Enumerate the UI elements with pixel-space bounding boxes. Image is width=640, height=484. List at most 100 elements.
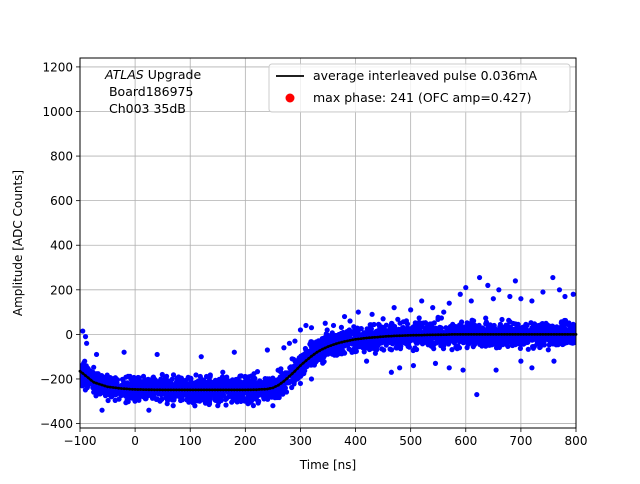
annotation-channel: Ch003 35dB <box>105 101 186 116</box>
x-axis-ticks: −100 0 100 200 300 400 500 600 700 800 <box>64 428 587 448</box>
legend-box <box>268 63 571 113</box>
average-pulse-point <box>456 333 459 336</box>
scatter-point <box>348 347 354 353</box>
scatter-point <box>209 390 215 396</box>
scatter-point <box>112 375 118 381</box>
scatter-point <box>524 339 531 345</box>
average-pulse-point <box>420 333 424 337</box>
y-axis-label: Amplitude [ADC Counts] <box>11 170 25 316</box>
scatter-point <box>213 397 219 403</box>
scatter-outlier <box>388 369 394 375</box>
scatter-point <box>371 338 377 344</box>
scatter-point <box>433 340 439 346</box>
average-pulse-point <box>472 333 476 336</box>
scatter-point <box>190 390 196 396</box>
scatter-point <box>261 396 267 402</box>
average-pulse-point <box>450 333 454 336</box>
average-pulse-point <box>249 388 253 392</box>
scatter-point <box>322 336 328 342</box>
scatter-point <box>126 391 132 397</box>
average-pulse-point <box>188 388 192 392</box>
scatter-outlier <box>518 296 524 302</box>
average-pulse-point <box>571 333 575 336</box>
average-pulse-point <box>373 335 377 339</box>
scatter-point <box>245 379 251 386</box>
average-pulse-point <box>412 333 415 337</box>
scatter-outlier <box>476 274 483 281</box>
average-pulse-point <box>367 336 371 340</box>
scatter-point <box>507 319 513 325</box>
scatter-point <box>486 342 492 348</box>
average-pulse-point <box>150 388 154 392</box>
scatter-point <box>171 391 177 397</box>
scatter-point <box>203 391 209 397</box>
scatter-point <box>459 319 465 325</box>
average-pulse-point <box>271 386 275 390</box>
average-pulse-point <box>252 388 256 392</box>
average-pulse-point <box>555 333 559 336</box>
scatter-point <box>372 350 378 356</box>
scatter-point <box>165 397 171 404</box>
scatter-point <box>529 337 535 343</box>
scatter-point <box>406 341 412 348</box>
scatter-point <box>515 321 521 327</box>
x-tick-label: 700 <box>509 434 532 448</box>
average-pulse-point <box>125 387 129 391</box>
average-pulse-point <box>166 388 170 392</box>
scatter-point <box>368 346 374 352</box>
scatter-point <box>383 322 389 328</box>
annotation: ATLAS Upgrade Board186975 Ch003 35dB <box>104 67 201 116</box>
scatter-point <box>400 319 406 325</box>
scatter-point <box>295 371 301 377</box>
scatter-outlier <box>322 320 328 326</box>
average-pulse-point <box>172 388 176 392</box>
scatter-outlier <box>281 345 287 351</box>
scatter-outlier <box>446 365 452 371</box>
scatter-point <box>126 382 132 388</box>
x-tick-label: −100 <box>64 434 97 448</box>
average-pulse-point <box>370 336 374 339</box>
scatter-point <box>131 374 137 381</box>
average-pulse-point <box>266 387 269 391</box>
scatter-point <box>188 376 194 382</box>
average-pulse-point <box>414 333 418 337</box>
scatter-point <box>438 325 444 331</box>
y-tick-label: 1000 <box>42 105 73 119</box>
scatter-point <box>188 384 194 390</box>
average-pulse-point <box>282 379 286 383</box>
average-pulse-point <box>230 388 234 392</box>
scatter-outlier <box>347 318 353 324</box>
scatter-point <box>189 380 196 386</box>
average-pulse-point <box>458 333 462 336</box>
scatter-point <box>270 381 276 387</box>
average-pulse-point <box>106 385 109 389</box>
scatter-point <box>262 376 268 382</box>
scatter-point <box>326 333 332 339</box>
scatter-point <box>102 378 108 384</box>
scatter-point <box>529 325 535 331</box>
scatter-point <box>455 343 461 349</box>
scatter-point <box>358 343 364 349</box>
scatter-point <box>224 374 230 380</box>
scatter-point <box>253 380 259 386</box>
scatter-point <box>197 394 203 401</box>
average-pulse-point <box>175 388 178 392</box>
scatter-outlier <box>410 362 417 369</box>
scatter-point <box>150 378 156 384</box>
average-pulse-point <box>139 388 143 391</box>
average-pulse-point <box>436 333 440 337</box>
scatter-point <box>427 323 433 329</box>
scatter-point <box>110 379 116 386</box>
scatter-point <box>447 335 453 341</box>
scatter-point <box>250 403 256 409</box>
average-pulse-point <box>277 383 280 387</box>
average-pulse-point <box>337 341 341 345</box>
average-pulse-point <box>469 333 473 336</box>
scatter-point <box>414 335 420 342</box>
average-pulse-point <box>221 388 225 392</box>
average-pulse-point <box>541 333 545 336</box>
scatter-point <box>116 396 122 402</box>
scatter-point <box>570 336 576 342</box>
average-pulse-point <box>142 388 145 391</box>
scatter-point <box>404 321 411 327</box>
